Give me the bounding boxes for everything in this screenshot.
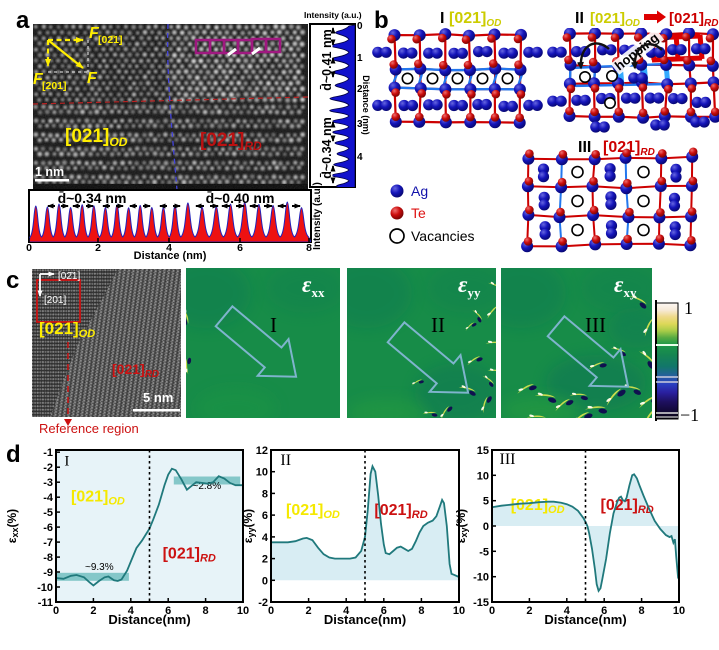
svg-text:-2: -2 bbox=[43, 462, 53, 474]
svg-text:-1: -1 bbox=[43, 447, 53, 459]
svg-text:2: 2 bbox=[262, 554, 268, 566]
svg-text:-10: -10 bbox=[37, 582, 53, 594]
svg-text:d̄~0.34 nm: d̄~0.34 nm bbox=[320, 117, 334, 179]
svg-text:F: F bbox=[87, 70, 98, 87]
svg-text:10: 10 bbox=[237, 605, 249, 617]
svg-text:d: d bbox=[6, 441, 21, 468]
svg-text:I: I bbox=[270, 313, 277, 337]
svg-text:2: 2 bbox=[95, 242, 101, 254]
svg-text:0: 0 bbox=[483, 521, 489, 533]
svg-text:-7: -7 bbox=[43, 537, 53, 549]
svg-text:0: 0 bbox=[489, 605, 495, 617]
svg-text:Distance(nm): Distance(nm) bbox=[108, 612, 190, 627]
svg-text:6: 6 bbox=[237, 242, 243, 254]
svg-text:d̄~0.40 nm: d̄~0.40 nm bbox=[206, 189, 275, 206]
svg-text:12: 12 bbox=[256, 445, 268, 457]
svg-text:Distance(nm): Distance(nm) bbox=[544, 612, 626, 627]
svg-text:-11: -11 bbox=[38, 597, 53, 609]
svg-text:Distance (nm): Distance (nm) bbox=[134, 250, 207, 262]
svg-text:εxy(%): εxy(%) bbox=[454, 509, 469, 543]
svg-text:0: 0 bbox=[53, 605, 59, 617]
svg-text:1 nm: 1 nm bbox=[35, 165, 64, 179]
svg-text:-8: -8 bbox=[43, 552, 53, 564]
svg-text:5 nm: 5 nm bbox=[143, 390, 173, 405]
svg-text:εxx(%): εxx(%) bbox=[5, 509, 20, 543]
svg-text:I: I bbox=[64, 454, 69, 470]
svg-text:8: 8 bbox=[203, 605, 209, 617]
svg-text:Ag: Ag bbox=[411, 183, 428, 199]
svg-text:0: 0 bbox=[268, 605, 274, 617]
svg-text:8: 8 bbox=[262, 488, 268, 500]
svg-text:[201]: [201] bbox=[42, 80, 67, 92]
svg-text:d̄~0.34 nm: d̄~0.34 nm bbox=[58, 189, 127, 206]
svg-text:~9.3%: ~9.3% bbox=[85, 562, 114, 573]
svg-text:-6: -6 bbox=[43, 522, 53, 534]
svg-text:0: 0 bbox=[357, 21, 363, 32]
svg-text:Reference region: Reference region bbox=[39, 421, 139, 436]
svg-text:-15: -15 bbox=[473, 597, 489, 609]
svg-text:II: II bbox=[431, 313, 445, 337]
svg-text:-9: -9 bbox=[43, 567, 53, 579]
svg-text:0: 0 bbox=[262, 575, 268, 587]
svg-text:Distance(nm): Distance(nm) bbox=[324, 612, 406, 627]
svg-text:Intensity (a.u.): Intensity (a.u.) bbox=[304, 10, 362, 20]
svg-text:Vacancies: Vacancies bbox=[411, 228, 475, 244]
svg-text:1: 1 bbox=[684, 298, 693, 318]
svg-text:4: 4 bbox=[262, 532, 269, 544]
svg-text:Distance (nm): Distance (nm) bbox=[361, 75, 371, 135]
svg-text:10: 10 bbox=[673, 605, 685, 617]
svg-text:III: III bbox=[585, 313, 606, 337]
svg-text:1: 1 bbox=[357, 53, 363, 64]
svg-text:Te: Te bbox=[411, 205, 426, 221]
svg-text:5: 5 bbox=[483, 496, 489, 508]
svg-text:Intensity (a.u.): Intensity (a.u.) bbox=[312, 182, 323, 250]
svg-text:0: 0 bbox=[26, 242, 32, 254]
svg-text:III: III bbox=[578, 139, 591, 156]
svg-text:8: 8 bbox=[639, 605, 645, 617]
svg-text:I: I bbox=[440, 10, 444, 27]
svg-text:15: 15 bbox=[477, 445, 489, 457]
svg-text:-2: -2 bbox=[258, 597, 268, 609]
svg-text:[02̄1]: [02̄1] bbox=[98, 34, 123, 46]
svg-text:10: 10 bbox=[453, 605, 465, 617]
svg-text:-5: -5 bbox=[479, 546, 489, 558]
svg-text:b: b bbox=[374, 7, 389, 34]
svg-text:III: III bbox=[500, 451, 516, 468]
svg-text:-3: -3 bbox=[43, 477, 53, 489]
svg-text:2: 2 bbox=[526, 605, 532, 617]
svg-text:[02̄1]: [02̄1] bbox=[58, 271, 80, 282]
svg-text:II: II bbox=[280, 452, 291, 469]
svg-text:εyy(%): εyy(%) bbox=[241, 509, 256, 543]
svg-text:8: 8 bbox=[418, 605, 424, 617]
svg-text:10: 10 bbox=[477, 470, 489, 482]
svg-text:d̄~0.41 nm: d̄~0.41 nm bbox=[320, 29, 334, 91]
svg-text:[201]: [201] bbox=[44, 295, 66, 306]
svg-text:2: 2 bbox=[306, 605, 312, 617]
svg-text:−1: −1 bbox=[680, 405, 699, 425]
svg-text:-4: -4 bbox=[43, 492, 54, 504]
svg-text:a: a bbox=[16, 7, 30, 34]
svg-text:c: c bbox=[6, 267, 19, 294]
svg-text:-10: -10 bbox=[473, 572, 489, 584]
svg-text:10: 10 bbox=[256, 467, 268, 479]
svg-text:II: II bbox=[575, 10, 584, 27]
svg-text:6: 6 bbox=[262, 510, 268, 522]
svg-text:-5: -5 bbox=[43, 507, 53, 519]
svg-text:2: 2 bbox=[90, 605, 96, 617]
svg-text:4: 4 bbox=[357, 152, 363, 163]
